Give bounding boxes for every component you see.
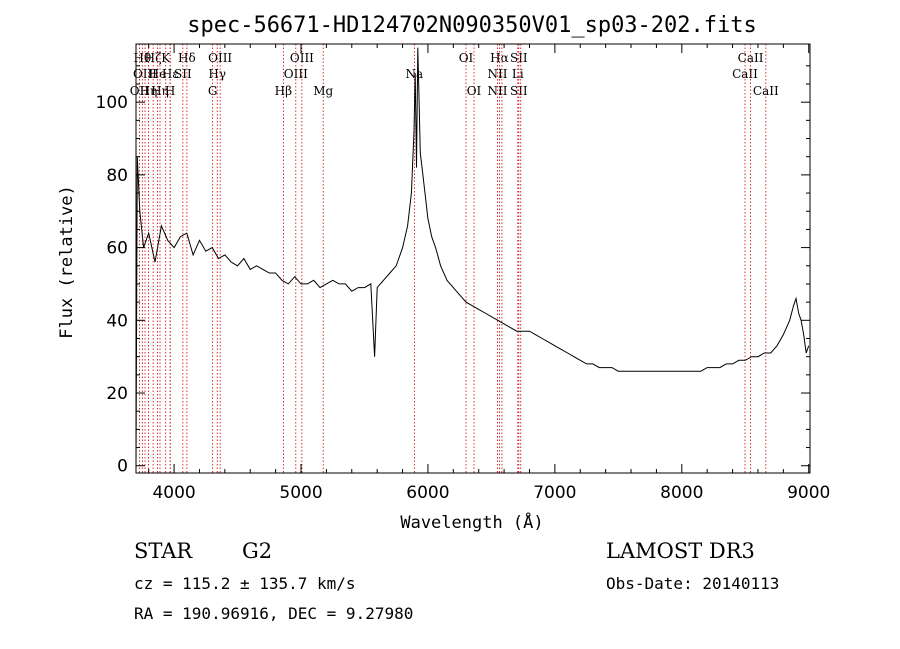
x-tick-label: 4000 <box>152 483 195 503</box>
line-marker-label: K <box>161 51 171 65</box>
line-marker-label: CaII <box>732 67 758 81</box>
y-tick-label: 0 <box>117 457 128 477</box>
line-marker-label: CaII <box>738 51 764 65</box>
line-marker-label: Hβ <box>275 84 292 98</box>
line-marker-label: CaII <box>753 84 779 98</box>
x-axis-label: Wavelength (Å) <box>400 511 543 533</box>
y-tick-label: 80 <box>106 166 128 186</box>
y-tick-label: 40 <box>106 311 128 331</box>
plot-frame <box>135 43 811 474</box>
line-marker-label: Hγ <box>208 67 226 81</box>
line-marker-label: NII <box>488 84 508 98</box>
x-tick-label: 7000 <box>533 483 576 503</box>
x-tick-label: 5000 <box>279 483 322 503</box>
observation-date: Obs-Date: 20140113 <box>606 574 779 593</box>
line-marker-label: Hη <box>151 84 169 98</box>
line-marker-label: Mg <box>313 84 333 98</box>
y-tick-label: 100 <box>96 93 128 113</box>
line-marker-label: G <box>208 84 218 98</box>
line-marker-label: He <box>149 67 167 81</box>
line-marker-label: SII <box>174 67 192 81</box>
line-marker-label: OI <box>459 51 474 65</box>
y-tick-label: 20 <box>106 384 128 404</box>
coordinates-readout: RA = 190.96916, DEC = 9.27980 <box>134 604 413 623</box>
spectral-subclass: G2 <box>242 539 272 563</box>
line-marker-label: OIII <box>208 51 232 65</box>
object-class: STAR <box>134 539 193 563</box>
chart-title: spec-56671-HD124702N090350V01_sp03-202.f… <box>187 13 757 38</box>
line-marker-label: OIII <box>284 67 308 81</box>
line-marker-label: Hζ <box>145 51 162 65</box>
y-axis-label: Flux (relative) <box>57 185 77 339</box>
line-marker-label: OII <box>130 84 150 98</box>
line-marker-label: Hε <box>162 67 179 81</box>
line-marker-label: Hδ <box>178 51 196 65</box>
survey-name: LAMOST DR3 <box>606 539 755 563</box>
spectrum-series-line <box>135 47 810 466</box>
line-marker-label: OIII <box>133 67 157 81</box>
line-marker-label: Na <box>406 67 424 81</box>
line-marker-label: Hα <box>490 51 509 65</box>
line-marker-label: NII <box>488 67 508 81</box>
line-marker-label: OIII <box>290 51 314 65</box>
line-marker-label: Li <box>512 67 524 81</box>
x-tick-label: 8000 <box>660 483 703 503</box>
x-axis-ticks: 4000 5000 6000 7000 8000 9000 <box>148 44 830 503</box>
y-tick-label: 60 <box>106 239 128 259</box>
line-marker-label: Hθ <box>133 51 151 65</box>
line-marker-label: SII <box>510 51 528 65</box>
line-marker-label: OI <box>467 84 482 98</box>
velocity-readout: cz = 115.2 ± 135.7 km/s <box>134 574 356 593</box>
y-axis-ticks: 0 20 40 60 80 100 <box>96 65 810 477</box>
x-tick-label: 6000 <box>406 483 449 503</box>
line-marker-label: SII <box>510 84 528 98</box>
spectral-line-markers: OIIHθOIIIHηHζHeHηKHHεSIIHδGHγOIIIHβOIIIO… <box>130 44 779 473</box>
x-tick-label: 9000 <box>787 483 830 503</box>
